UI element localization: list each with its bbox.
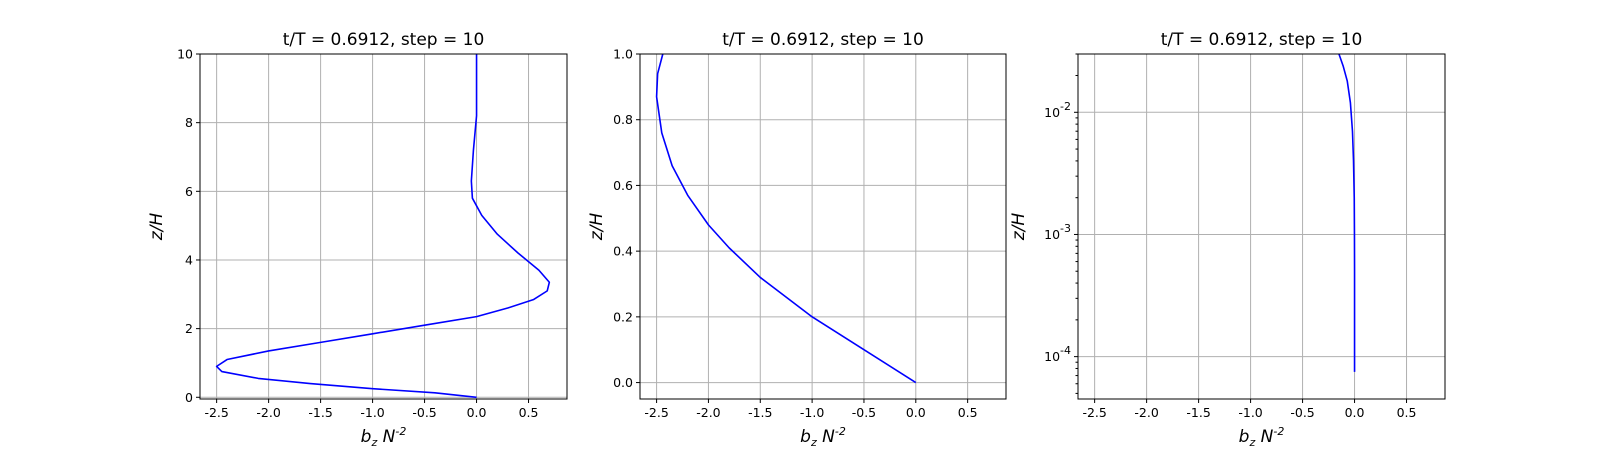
chart-title: t/T = 0.6912, step = 10	[283, 30, 485, 50]
y-tick-label: 0.2	[613, 309, 633, 324]
data-line	[1338, 53, 1356, 372]
chart-panel-2: -2.5 -2.0 -1.5 -1.0 -0.5 0.0 0.5 0.0 0.2 0.4 0.6 0.…	[587, 30, 1007, 449]
y-axis-label: z/H	[147, 213, 167, 242]
x-axis-label: bz N-2	[361, 425, 407, 449]
x-tick-label: 0.5	[958, 405, 978, 420]
x-tick-label: -0.5	[852, 405, 876, 420]
x-tick-label: -0.5	[1290, 405, 1314, 420]
data-line	[215, 54, 551, 399]
y-tick-label: 1.0	[613, 47, 633, 62]
y-tick-label: 0.0	[613, 375, 633, 390]
x-tick-label: -0.5	[412, 405, 436, 420]
x-tick-label: -1.5	[1186, 405, 1210, 420]
x-tick-label: 0.0	[906, 405, 926, 420]
chart-panel-3: -2.5 -2.0 -1.5 -1.0 -0.5 0.0 0.5 10-4 10-3 10-2 t/…	[1009, 30, 1446, 449]
x-tick-label: -2.0	[1134, 405, 1158, 420]
x-axis-label: bz N-2	[1239, 425, 1285, 449]
plot-frame	[199, 53, 568, 400]
y-tick-label: 0.4	[613, 244, 633, 259]
x-tick-label: -1.5	[308, 405, 332, 420]
data-line	[655, 53, 917, 384]
x-tick-label: 0.0	[1345, 405, 1365, 420]
x-tick-label: -2.5	[1082, 405, 1106, 420]
plot-frame	[639, 53, 1007, 400]
x-tick-label: -2.5	[644, 405, 668, 420]
x-tick-label: -1.0	[1238, 405, 1262, 420]
y-tick-label: 0	[185, 390, 193, 405]
plot-frame	[1077, 53, 1446, 400]
y-tick-label: 10-2	[1044, 100, 1071, 120]
chart-title: t/T = 0.6912, step = 10	[722, 30, 924, 50]
x-tick-label: -1.0	[360, 405, 384, 420]
chart-panel-1: -2.5 -2.0 -1.5 -1.0 -0.5 0.0 0.5 0 2 4 6 8 10 t/T = 0…	[147, 30, 568, 449]
y-tick-label: 10	[177, 47, 193, 62]
x-axis-label: bz N-2	[800, 425, 846, 449]
y-tick-label: 10-4	[1044, 344, 1071, 364]
y-tick-label: 0.6	[613, 178, 633, 193]
y-tick-label: 10-3	[1044, 222, 1071, 242]
x-tick-label: 0.5	[519, 405, 539, 420]
y-axis-label: z/H	[587, 213, 607, 242]
y-tick-label: 8	[185, 115, 193, 130]
x-tick-label: -2.0	[696, 405, 720, 420]
x-tick-label: -2.5	[204, 405, 228, 420]
x-tick-label: 0.0	[467, 405, 487, 420]
x-tick-label: -1.0	[800, 405, 824, 420]
x-tick-label: -2.0	[256, 405, 280, 420]
y-axis-label: z/H	[1009, 213, 1029, 242]
chart-title: t/T = 0.6912, step = 10	[1161, 30, 1363, 50]
x-tick-label: -1.5	[748, 405, 772, 420]
y-tick-label: 0.8	[613, 112, 633, 127]
x-tick-label: 0.5	[1397, 405, 1417, 420]
y-tick-label: 4	[185, 252, 193, 267]
y-tick-label: 2	[185, 321, 193, 336]
y-tick-label: 6	[185, 184, 193, 199]
